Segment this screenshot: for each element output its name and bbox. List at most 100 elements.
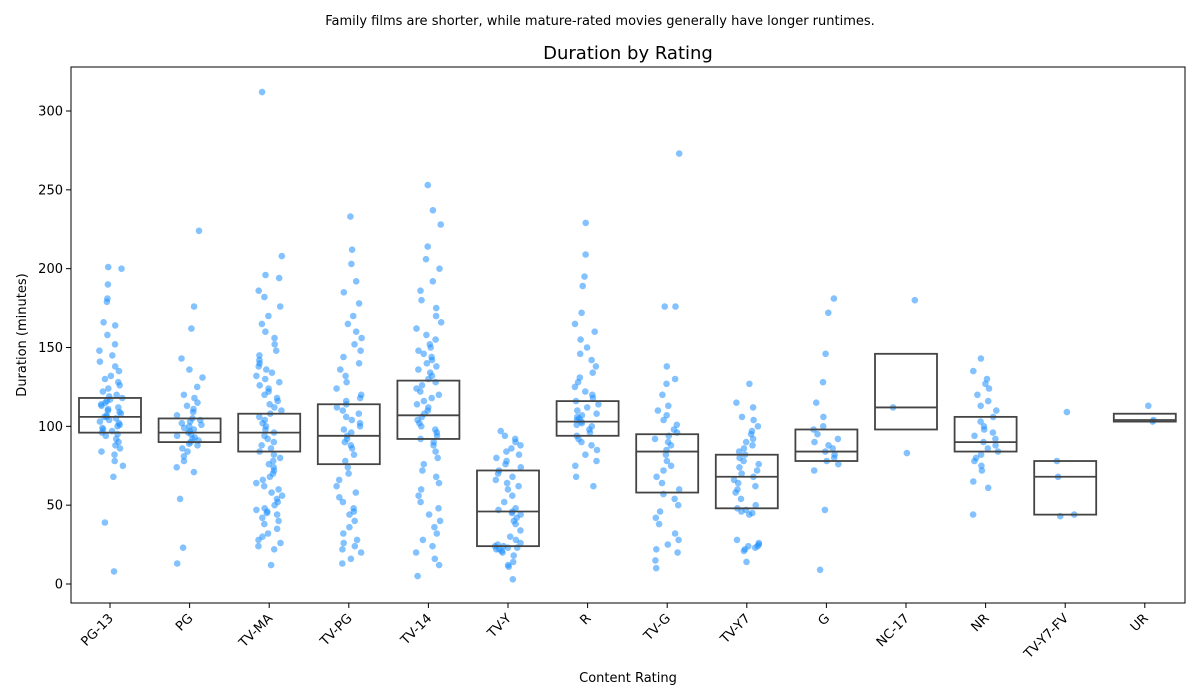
data-point	[255, 413, 263, 421]
data-point	[420, 397, 428, 405]
data-point	[663, 412, 670, 419]
data-point	[252, 479, 260, 487]
data-point	[436, 517, 444, 525]
data-point	[267, 445, 275, 452]
data-point	[270, 546, 278, 553]
data-point	[180, 391, 188, 399]
box-tv-y7-fv	[1033, 460, 1098, 516]
data-point	[417, 498, 424, 506]
y-tick-label: 250	[38, 183, 63, 198]
data-point	[420, 460, 428, 468]
data-point	[178, 355, 185, 362]
data-point	[340, 426, 348, 433]
data-point	[199, 374, 206, 381]
strip-group-nr	[969, 355, 1002, 518]
data-point	[429, 542, 436, 550]
box-rect	[157, 417, 222, 444]
data-point	[180, 453, 188, 460]
data-point	[349, 312, 357, 320]
data-point	[755, 460, 762, 468]
data-point	[423, 360, 431, 367]
data-point	[825, 442, 832, 449]
box-tv-g	[635, 433, 700, 494]
data-point	[422, 255, 430, 263]
data-point	[253, 506, 260, 514]
data-point	[579, 282, 586, 290]
x-tick-label: TV-PG	[317, 611, 356, 650]
data-point	[675, 150, 683, 157]
data-point	[816, 566, 824, 574]
data-point	[271, 404, 278, 411]
data-point	[811, 438, 818, 446]
data-point	[259, 514, 266, 522]
data-point	[276, 303, 284, 310]
data-point	[342, 397, 350, 405]
data-point	[977, 451, 985, 459]
data-point	[176, 495, 184, 503]
data-point	[270, 464, 278, 471]
data-point	[664, 541, 672, 548]
data-point	[737, 495, 745, 503]
data-point	[517, 527, 524, 534]
data-point	[259, 533, 266, 540]
data-point	[675, 536, 682, 544]
data-point	[653, 473, 660, 481]
data-point	[1145, 402, 1152, 410]
data-point	[119, 462, 127, 470]
data-point	[430, 438, 438, 446]
strip-group-r	[571, 219, 602, 490]
data-point	[433, 530, 441, 537]
x-tick-label: PG-13	[79, 611, 117, 649]
data-point	[115, 419, 123, 427]
chart-caption: Family films are shorter, while mature-r…	[325, 14, 875, 29]
data-point	[357, 549, 365, 556]
data-point	[431, 555, 439, 563]
data-point	[96, 358, 104, 366]
data-point	[591, 328, 598, 336]
data-point	[342, 372, 349, 380]
data-point	[992, 435, 999, 443]
data-point	[745, 542, 752, 550]
data-point	[752, 501, 759, 509]
data-point	[414, 572, 421, 580]
x-tick-label: UR	[1128, 611, 1152, 635]
data-point	[577, 336, 584, 343]
data-point	[339, 498, 347, 506]
data-point	[675, 486, 683, 493]
data-point	[582, 251, 589, 258]
data-point	[344, 464, 352, 471]
data-point	[517, 442, 524, 449]
data-point	[101, 375, 109, 383]
data-point	[258, 320, 266, 328]
data-point	[822, 350, 829, 358]
data-point	[413, 385, 420, 392]
data-point	[261, 520, 268, 528]
data-point	[256, 356, 263, 364]
x-axis-label: Content Rating	[579, 671, 677, 686]
x-tick-label: TV-Y7	[717, 611, 753, 647]
data-point	[351, 542, 359, 550]
box-rect	[794, 428, 859, 462]
data-point	[173, 560, 181, 567]
data-point	[262, 328, 269, 336]
data-point	[435, 479, 443, 487]
data-point	[972, 454, 980, 462]
data-point	[261, 432, 268, 440]
data-point	[348, 416, 356, 424]
data-point	[665, 402, 672, 410]
data-point	[425, 404, 432, 411]
data-point	[261, 416, 269, 424]
data-point	[659, 391, 666, 399]
data-point	[749, 509, 756, 517]
data-point	[432, 426, 439, 433]
data-point	[503, 479, 511, 487]
data-point	[812, 399, 820, 407]
data-point	[588, 356, 595, 364]
data-point	[345, 470, 352, 477]
data-point	[740, 445, 748, 452]
data-point	[275, 274, 283, 282]
data-point	[264, 530, 272, 537]
data-point	[664, 438, 672, 446]
data-point	[429, 278, 437, 285]
